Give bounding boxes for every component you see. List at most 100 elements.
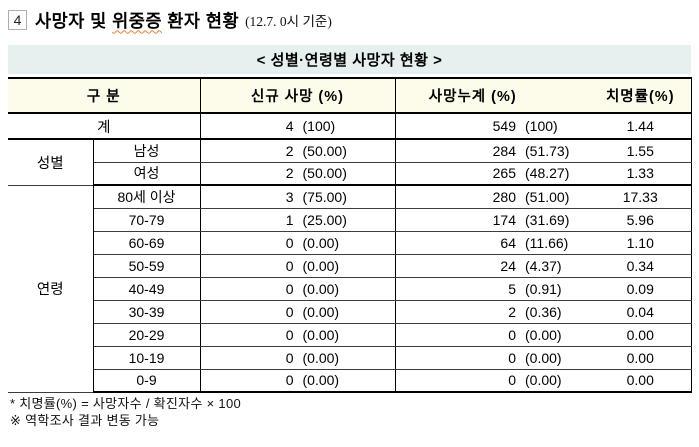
row-label: 70-79 <box>93 208 201 232</box>
header-fatality-rate: 치명률(%) <box>590 77 692 114</box>
cumulative-deaths-count: 64 <box>500 234 516 251</box>
fatality-rate-cell: 0.34 <box>590 254 692 278</box>
table-row-female: 여성 2 (50.00) 265 (48.27) 1.33 <box>8 162 692 186</box>
title-part-3: 환자 현황 <box>161 10 240 31</box>
cumulative-deaths-cell: 265 (48.27) <box>395 162 590 186</box>
table-row-age-10-19: 10-19 0 (0.00) 0 (0.00) 0.00 <box>8 346 692 370</box>
cumulative-deaths-cell: 2 (0.36) <box>395 300 590 324</box>
row-label: 60-69 <box>93 231 201 255</box>
row-label: 남성 <box>93 139 201 163</box>
cumulative-deaths-count: 24 <box>500 257 516 274</box>
table-row-age-50-59: 50-59 0 (0.00) 24 (4.37) 0.34 <box>8 254 692 278</box>
cumulative-deaths-pct: (51.00) <box>525 188 570 205</box>
row-label-total: 계 <box>8 113 201 140</box>
cumulative-deaths-count: 0 <box>508 349 516 366</box>
header-row: 구 분 신규 사망 (%) 사망누계 (%) 치명률(%) <box>8 77 692 114</box>
header-cumulative-deaths: 사망누계 (%) <box>395 77 590 114</box>
cumulative-deaths-count: 0 <box>508 326 516 343</box>
cumulative-deaths-count: 0 <box>508 372 516 389</box>
title-date-note: (12.7. 0시 기준) <box>245 14 332 29</box>
new-deaths-pct: (0.00) <box>302 349 340 366</box>
new-deaths-cell: 0 (0.00) <box>200 254 396 278</box>
row-label: 0-9 <box>93 369 201 393</box>
new-deaths-pct: (0.00) <box>302 280 340 297</box>
new-deaths-count: 0 <box>285 326 294 343</box>
new-deaths-count: 0 <box>285 280 294 297</box>
row-label: 80세 이상 <box>93 185 201 209</box>
new-deaths-count: 2 <box>285 142 294 159</box>
new-deaths-pct: (0.00) <box>302 303 340 320</box>
table-row-age-30-39: 30-39 0 (0.00) 2 (0.36) 0.04 <box>8 300 692 324</box>
group-label-age: 연령 <box>8 185 94 393</box>
new-deaths-count: 0 <box>285 349 294 366</box>
cumulative-deaths-cell: 0 (0.00) <box>395 346 590 370</box>
row-label: 30-39 <box>93 300 201 324</box>
new-deaths-pct: (50.00) <box>302 165 347 182</box>
cumulative-deaths-pct: (51.73) <box>525 142 570 159</box>
new-deaths-pct: (100) <box>302 118 336 134</box>
fatality-rate-cell: 1.55 <box>590 139 692 163</box>
new-deaths-pct: (25.00) <box>302 211 347 228</box>
new-deaths-count: 0 <box>285 303 294 320</box>
cumulative-deaths-pct: (0.91) <box>525 280 562 297</box>
new-deaths-pct: (0.00) <box>302 234 340 251</box>
new-deaths-cell: 2 (50.00) <box>200 139 396 163</box>
cumulative-deaths-pct: (100) <box>525 118 558 134</box>
row-label: 40-49 <box>93 277 201 301</box>
section-number: 4 <box>13 12 22 28</box>
cumulative-deaths-pct: (0.00) <box>525 349 562 366</box>
fatality-rate-cell: 1.10 <box>590 231 692 255</box>
row-label: 10-19 <box>93 346 201 370</box>
table-row-age-20-29: 20-29 0 (0.00) 0 (0.00) 0.00 <box>8 323 692 347</box>
fatality-rate-cell: 0.00 <box>590 346 692 370</box>
table-row-age-80plus: 연령 80세 이상 3 (75.00) 280 (51.00) 17.33 <box>8 185 692 393</box>
cumulative-deaths-cell: 549 (100) <box>395 113 590 140</box>
title-part-1: 사망자 및 <box>35 10 113 31</box>
cumulative-deaths-count: 2 <box>508 303 516 320</box>
cumulative-deaths-cell: 284 (51.73) <box>395 139 590 163</box>
new-deaths-cell: 0 (0.00) <box>200 231 396 255</box>
new-deaths-cell: 0 (0.00) <box>200 369 396 393</box>
cumulative-deaths-pct: (48.27) <box>525 165 570 182</box>
table-row-age-60-69: 60-69 0 (0.00) 64 (11.66) 1.10 <box>8 231 692 255</box>
new-deaths-cell: 1 (25.00) <box>200 208 396 232</box>
new-deaths-cell: 0 (0.00) <box>200 300 396 324</box>
new-deaths-pct: (0.00) <box>302 326 340 343</box>
section-title-text: 사망자 및 위중증 환자 현황 <box>35 8 239 33</box>
row-label: 50-59 <box>93 254 201 278</box>
new-deaths-cell: 0 (0.00) <box>200 346 396 370</box>
fatality-rate-cell: 0.09 <box>590 277 692 301</box>
cumulative-deaths-count: 280 <box>492 188 516 205</box>
cumulative-deaths-cell: 64 (11.66) <box>395 231 590 255</box>
fatality-rate-cell: 5.96 <box>590 208 692 232</box>
new-deaths-cell: 2 (50.00) <box>200 162 396 186</box>
cumulative-deaths-pct: (0.00) <box>525 326 562 343</box>
fatality-rate-cell: 1.33 <box>590 162 692 186</box>
cumulative-deaths-cell: 24 (4.37) <box>395 254 590 278</box>
cumulative-deaths-count: 549 <box>492 118 516 134</box>
table-row-age-0-9: 0-9 0 (0.00) 0 (0.00) 0.00 <box>8 369 692 393</box>
new-deaths-pct: (0.00) <box>302 372 340 389</box>
new-deaths-count: 3 <box>285 188 294 205</box>
header-new-deaths: 신규 사망 (%) <box>200 77 396 114</box>
new-deaths-count: 0 <box>285 257 294 274</box>
cumulative-deaths-pct: (11.66) <box>525 234 569 251</box>
new-deaths-cell: 0 (0.00) <box>200 277 396 301</box>
row-label: 여성 <box>93 162 201 186</box>
fatality-rate-cell: 1.44 <box>590 113 692 140</box>
table-caption-band: < 성별·연령별 사망자 현황 > <box>8 45 691 74</box>
new-deaths-count: 4 <box>285 118 294 134</box>
new-deaths-pct: (75.00) <box>302 188 347 205</box>
footnote-fatality-formula: * 치명률(%) = 사망자수 / 확진자수 × 100 <box>10 396 242 411</box>
new-deaths-count: 0 <box>285 234 294 251</box>
new-deaths-pct: (0.00) <box>302 257 340 274</box>
row-label: 20-29 <box>93 323 201 347</box>
header-category: 구 분 <box>8 77 201 114</box>
new-deaths-count: 2 <box>285 165 294 182</box>
cumulative-deaths-cell: 0 (0.00) <box>395 369 590 393</box>
footnotes: * 치명률(%) = 사망자수 / 확진자수 × 100 ※ 역학조사 결과 변… <box>8 396 699 429</box>
title-part-highlighted: 위중증 <box>112 10 162 31</box>
table-row-total: 계 4 (100) 549 (100) 1.44 <box>8 113 692 140</box>
cumulative-deaths-count: 284 <box>492 142 516 159</box>
